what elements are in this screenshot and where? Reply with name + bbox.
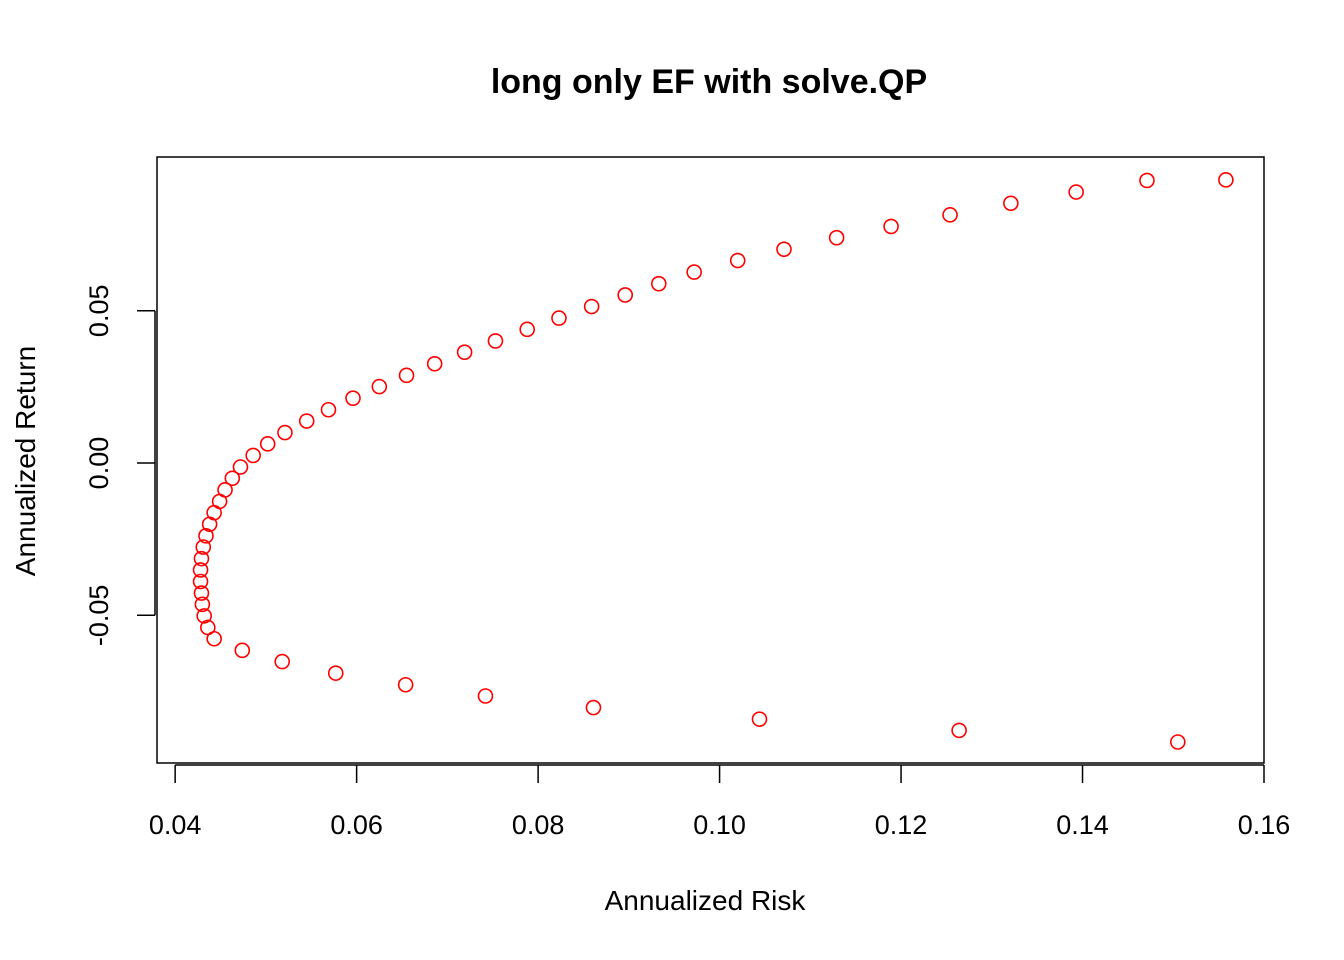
x-axis-label: Annualized Risk	[605, 885, 807, 916]
data-point	[729, 252, 746, 269]
x-tick-label: 0.06	[330, 810, 383, 840]
data-point	[617, 287, 634, 303]
data-point	[1068, 184, 1084, 200]
data-point	[192, 562, 209, 578]
data-point	[198, 528, 214, 544]
data-point	[397, 676, 414, 693]
data-point	[951, 722, 967, 739]
data-point	[192, 573, 209, 590]
data-point	[1003, 195, 1019, 212]
data-point	[942, 207, 958, 223]
y-tick-label: -0.05	[84, 585, 114, 647]
data-point	[398, 367, 415, 384]
data-point	[883, 218, 899, 235]
y-axis-label: Annualized Return	[10, 346, 41, 576]
data-point	[259, 436, 276, 452]
data-point	[200, 619, 216, 636]
x-tick-label: 0.14	[1056, 810, 1109, 840]
data-point	[477, 688, 494, 704]
data-point	[487, 333, 504, 349]
x-tick-label: 0.12	[875, 810, 928, 840]
data-point	[193, 585, 210, 601]
data-point	[519, 321, 536, 338]
data-point	[224, 470, 241, 487]
data-point	[686, 264, 702, 280]
data-point	[196, 608, 212, 624]
x-tick-label: 0.16	[1238, 810, 1291, 840]
data-point	[776, 241, 792, 258]
data-point	[371, 378, 388, 395]
data-point	[274, 653, 291, 670]
x-tick-label: 0.10	[693, 810, 746, 840]
data-point	[217, 482, 233, 498]
data-point	[751, 711, 768, 727]
x-axis: 0.04 0.06 0.08 0.10 0.12 0.14 0.16	[149, 764, 1291, 840]
data-point	[277, 424, 293, 441]
data-point	[456, 344, 473, 360]
data-point	[327, 665, 344, 681]
y-tick-label: 0.05	[84, 285, 114, 338]
data-point	[828, 229, 845, 246]
data-point	[193, 550, 210, 567]
plot-frame	[156, 156, 1265, 764]
data-points	[192, 172, 1234, 750]
data-point	[234, 642, 251, 659]
data-point	[232, 459, 249, 475]
data-point	[1139, 172, 1155, 189]
x-tick-label: 0.04	[149, 810, 202, 840]
data-point	[583, 298, 600, 315]
x-tick-label: 0.08	[512, 810, 565, 840]
data-point	[245, 447, 261, 464]
data-point	[298, 413, 315, 429]
data-point	[1218, 172, 1234, 188]
data-point	[426, 355, 443, 372]
y-tick-label: 0.00	[84, 437, 114, 490]
data-point	[320, 401, 337, 418]
data-point	[551, 310, 567, 326]
data-point	[650, 275, 667, 292]
data-point	[1169, 734, 1186, 750]
data-point	[585, 699, 602, 716]
y-axis: -0.05 0.00 0.05	[84, 285, 156, 647]
data-point	[345, 390, 361, 406]
data-point	[195, 539, 212, 555]
data-point	[194, 596, 211, 613]
chart-title: long only EF with solve.QP	[491, 63, 927, 101]
